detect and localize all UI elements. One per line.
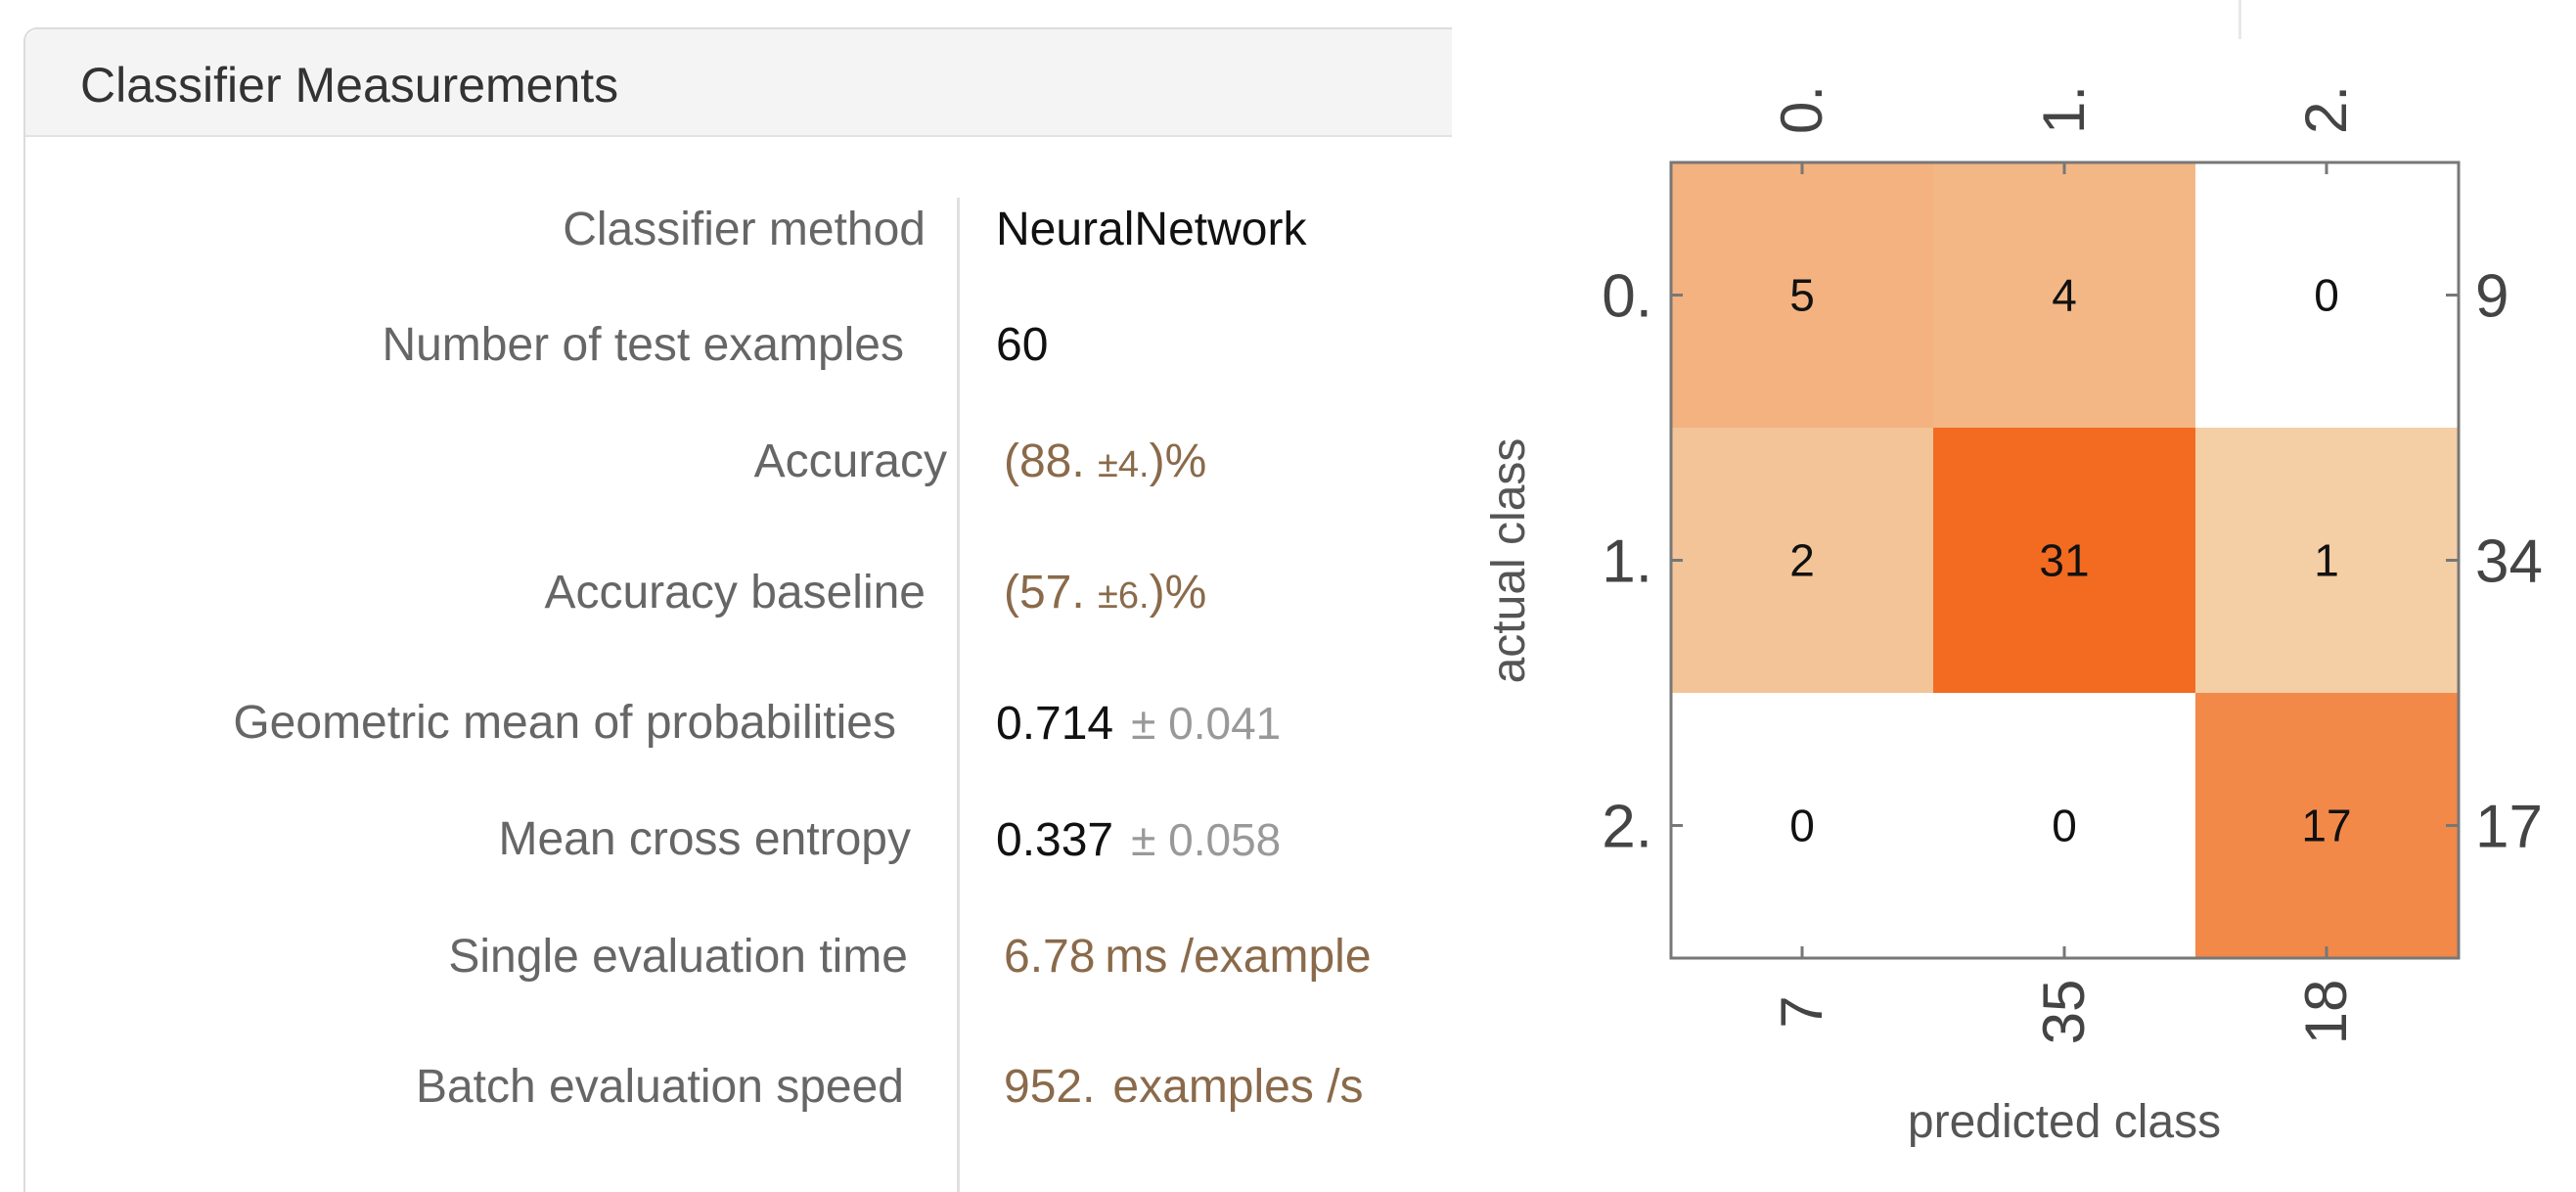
row-value: 6.78 ms /example xyxy=(1004,913,1372,1001)
row-total-label: 34 xyxy=(2475,528,2543,596)
matrix-cell-value: 4 xyxy=(2052,270,2077,321)
matrix-cell xyxy=(1671,693,1933,958)
row-class-label: 0. xyxy=(1602,263,1652,331)
row-label: Mean cross entropy xyxy=(498,813,911,865)
value-plusminus: ±4. xyxy=(1098,444,1150,485)
value-uncertainty: ± 0.058 xyxy=(1131,814,1282,865)
column-class-label: 0. xyxy=(1769,85,1834,134)
matrix-cell xyxy=(1933,428,2195,693)
row-value: (57. ±6.)% xyxy=(1004,549,1206,640)
row-class-label: 1. xyxy=(1602,528,1652,596)
column-class-label: 1. xyxy=(2031,85,2097,134)
row-accuracy-baseline: Accuracy baseline (57. ±6.)% xyxy=(25,549,1454,637)
row-classifier-method: Classifier method NeuralNetwork xyxy=(25,186,1454,274)
matrix-cell-value: 5 xyxy=(1789,270,1815,321)
matrix-cell-value: 0 xyxy=(1789,801,1815,851)
row-label: Classifier method xyxy=(563,204,926,255)
row-accuracy: Accuracy (88. ±4.)% xyxy=(25,418,1454,506)
row-value: (88. ±4.)% xyxy=(1004,418,1206,509)
matrix-cell-value: 0 xyxy=(2314,270,2339,321)
value-uncertainty: ± 0.041 xyxy=(1131,698,1282,749)
separator-tick xyxy=(2238,0,2241,39)
matrix-cell-value: 1 xyxy=(2314,535,2339,586)
row-value: 952. examples /s xyxy=(1004,1043,1364,1131)
matrix-labels: 5 4 0 2 31 1 0 0 17 0. 0. 9 7 1. 1. 34 35 2. 2. 17 18 xyxy=(1602,85,2543,1044)
column-total-label: 7 xyxy=(1769,995,1834,1028)
value-main: 0.714 xyxy=(996,698,1114,750)
matrix-cell-value: 17 xyxy=(2301,801,2351,851)
matrix-cell-value: 0 xyxy=(2052,801,2077,851)
matrix-cell xyxy=(2195,162,2458,428)
value-main: 0.337 xyxy=(996,814,1114,866)
matrix-cell xyxy=(1933,162,2195,428)
row-mean-cross-entropy: Mean cross entropy 0.337 ± 0.058 xyxy=(25,796,1454,884)
matrix-cell-value: 31 xyxy=(2039,535,2089,586)
matrix-cell xyxy=(2195,428,2458,693)
column-class-label: 2. xyxy=(2293,85,2359,134)
value-unit: examples /s xyxy=(1112,1061,1364,1113)
confusion-matrix-chart: 5 4 0 2 31 1 0 0 17 0. 0. 9 7 1. 1. 34 35 2. 2. 17 18 predic… xyxy=(1483,85,2543,1148)
row-value: 60 xyxy=(996,319,1049,371)
x-axis-label: predicted class xyxy=(1908,1096,2221,1148)
value-plusminus: ±6. xyxy=(1098,575,1150,617)
column-total-label: 18 xyxy=(2293,980,2359,1045)
y-axis-label: actual class xyxy=(1483,438,1535,684)
row-label: Batch evaluation speed xyxy=(415,1061,904,1113)
row-value: NeuralNetwork xyxy=(996,204,1307,255)
matrix-ticks xyxy=(1671,162,2458,958)
row-geometric-mean: Geometric mean of probabilities 0.714 ± 0… xyxy=(25,679,1454,767)
row-total-label: 9 xyxy=(2475,263,2508,331)
row-label: Number of test examples xyxy=(382,319,904,371)
value-main: 952. xyxy=(1004,1061,1096,1113)
matrix-cell xyxy=(2195,693,2458,958)
row-label: Single evaluation time xyxy=(448,931,908,983)
value-close: )% xyxy=(1149,567,1207,619)
classifier-measurements-panel: Classifier Measurements Classifier metho… xyxy=(23,27,1452,1192)
panel-header: Classifier Measurements xyxy=(25,29,1452,137)
panel-title: Classifier Measurements xyxy=(80,58,619,113)
value-open: (88. xyxy=(1004,436,1099,487)
column-total-label: 35 xyxy=(2031,980,2097,1045)
row-number-of-test-examples: Number of test examples 60 xyxy=(25,301,1454,390)
row-single-evaluation-time: Single evaluation time 6.78 ms /example xyxy=(25,913,1454,1001)
row-class-label: 2. xyxy=(1602,794,1652,861)
matrix-cell-value: 2 xyxy=(1789,535,1815,586)
matrix-cells xyxy=(1671,162,2458,958)
matrix-cell xyxy=(1671,162,1933,428)
row-value: 0.337 ± 0.058 xyxy=(996,796,1281,885)
matrix-cell xyxy=(1671,428,1933,693)
column-divider xyxy=(957,198,960,1192)
row-value: 0.714 ± 0.041 xyxy=(996,679,1281,768)
row-label: Accuracy baseline xyxy=(544,567,926,619)
value-main: 6.78 xyxy=(1004,931,1096,983)
row-total-label: 17 xyxy=(2475,794,2543,861)
row-batch-evaluation-speed: Batch evaluation speed 952. examples /s xyxy=(25,1043,1454,1131)
row-label: Geometric mean of probabilities xyxy=(233,697,896,749)
value-close: )% xyxy=(1149,436,1207,487)
value-open: (57. xyxy=(1004,567,1099,619)
row-label: Accuracy xyxy=(753,436,947,487)
value-unit: ms /example xyxy=(1105,931,1372,983)
matrix-cell xyxy=(1933,693,2195,958)
